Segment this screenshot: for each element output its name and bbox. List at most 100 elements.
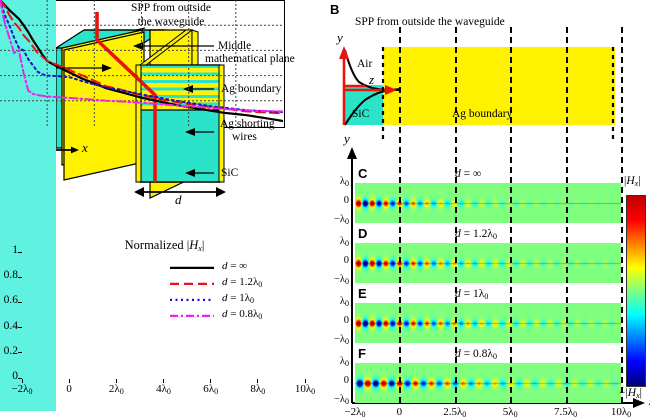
panel-g-legend-item: d = ∞ bbox=[170, 260, 292, 276]
fieldmap-caption-e: d = 1λ0 bbox=[455, 288, 489, 301]
panel-b-label-air: Air bbox=[357, 58, 373, 70]
panel-g-xtick-label: 2λ0 bbox=[108, 383, 124, 396]
fieldmap-ytick-label: 0 bbox=[343, 315, 349, 326]
panel-a-title-line1: SPP from outside bbox=[130, 2, 212, 14]
fieldmap-letter-c: C bbox=[358, 166, 368, 181]
panel-a: A SPP from outside the waveguide bbox=[0, 0, 325, 215]
fieldmaps-xtick-label: 0 bbox=[396, 406, 403, 418]
panel-g-legend-label: d = 1.2λ0 bbox=[222, 276, 263, 289]
fieldmaps-xtick-label: 2.5λ0 bbox=[443, 406, 467, 419]
panel-g-xtick bbox=[163, 379, 164, 383]
panel-b-diagram bbox=[339, 46, 615, 140]
fieldmap-ytick-label: 0 bbox=[343, 195, 349, 206]
fieldmap-caption-c: d = ∞ bbox=[455, 168, 482, 180]
panel-g-xtick bbox=[304, 379, 306, 383]
fieldmap-canvas-d bbox=[355, 243, 621, 283]
panel-g-curves bbox=[0, 0, 283, 126]
panel-g-ytick bbox=[18, 352, 22, 354]
panel-a-label-middle-line2: mathematical plane bbox=[205, 53, 295, 65]
panel-g-xtick bbox=[210, 379, 212, 383]
panel-a-axis-x-label: x bbox=[82, 140, 88, 155]
panel-g-ytick-label: 0.6 bbox=[3, 294, 18, 307]
fieldmaps-xtick-label: 5λ0 bbox=[502, 406, 518, 419]
fieldmaps-xtick-label: −2λ0 bbox=[344, 406, 366, 419]
fieldmaps-container: y z C d = ∞ λ0 0 −λ0 D d = 1.2λ0 λ0 0 −λ0 E d = 1λ… bbox=[325, 27, 650, 419]
panel-g-legend-label: d = 1λ0 bbox=[222, 292, 255, 305]
panel-a-label-middle-line1: Middle bbox=[218, 40, 252, 52]
fieldmaps-y-axis-label: y bbox=[344, 131, 350, 146]
colorbar-bottom-label: −|Hx| bbox=[619, 387, 642, 400]
panel-g-ytick-label: 0.2 bbox=[3, 344, 18, 357]
panel-g-ytick-label: 0.8 bbox=[3, 269, 18, 282]
fieldmap-canvas-f bbox=[355, 363, 621, 403]
panel-g-legend-swatch bbox=[170, 282, 214, 285]
panel-b-title: SPP from outside the waveguide bbox=[355, 16, 505, 28]
panel-g-legend-swatch bbox=[170, 266, 214, 269]
panel-g-ytick-label: 1 bbox=[12, 244, 18, 256]
panel-a-thickness-label: d bbox=[175, 192, 182, 207]
panel-g-ytick bbox=[18, 301, 22, 303]
panel-g-xtick-label: 6λ0 bbox=[203, 383, 219, 396]
fieldmap-ytick-label: λ0 bbox=[339, 296, 349, 308]
panel-a-label-ag-wires-line2: wires bbox=[232, 131, 257, 143]
panel-a-3d-drawing bbox=[21, 12, 226, 199]
fieldmap-letter-f: F bbox=[358, 346, 366, 361]
fieldmap-ytick-label: 0 bbox=[343, 255, 349, 266]
fieldmap-canvas-c bbox=[355, 183, 621, 223]
panel-g-xtick bbox=[68, 379, 70, 383]
panel-b-axis-y-label: y bbox=[337, 30, 343, 45]
panel-a-label-sic: SiC bbox=[221, 167, 239, 179]
fieldmaps-xtick-label: 7.5λ0 bbox=[554, 406, 578, 419]
panel-g-legend-item: d = 1λ0 bbox=[170, 292, 292, 308]
fieldmap-letter-d: D bbox=[358, 226, 368, 241]
panel-g-xtick bbox=[115, 379, 117, 383]
panel-g-xtick-label: 10λ0 bbox=[294, 383, 316, 396]
fieldmap-letter-e: E bbox=[358, 286, 367, 301]
fieldmap-ytick-label: λ0 bbox=[339, 236, 349, 248]
panel-g-legend-box: d = ∞ d = 1.2λ0 d = 1λ0 d = 0.8λ0 bbox=[170, 260, 292, 324]
panel-g-legend-label: d = 0.8λ0 bbox=[222, 308, 263, 321]
fieldmap-ytick-label: λ0 bbox=[339, 356, 349, 368]
fieldmap-caption-d: d = 1.2λ0 bbox=[455, 228, 497, 241]
panel-g-title-text: Normalized |Hx| bbox=[124, 238, 205, 253]
fieldmaps-gridline bbox=[621, 27, 623, 403]
fieldmap-canvas-e bbox=[355, 303, 621, 343]
panel-b-label-sic: SiC bbox=[352, 108, 370, 120]
panel-a-title-line2: the waveguide bbox=[137, 16, 205, 28]
panel-g-ytick bbox=[18, 251, 22, 253]
fieldmaps-gridline bbox=[510, 27, 513, 403]
fieldmap-ytick-label: −λ0 bbox=[333, 274, 349, 286]
fieldmap-ytick-label: −λ0 bbox=[333, 214, 349, 226]
fieldmaps-y-axis bbox=[347, 147, 645, 408]
panel-b-label-ag-boundary: Ag boundary bbox=[452, 108, 513, 120]
fieldmaps-gridline bbox=[399, 27, 402, 403]
fieldmap-ytick-label: −λ0 bbox=[333, 334, 349, 346]
panel-b-letter: B bbox=[330, 2, 340, 17]
fieldmap-caption-f: d = 0.8λ0 bbox=[455, 348, 497, 361]
panel-g-xtick-label: 4λ0 bbox=[156, 383, 171, 396]
panel-b-axis-z-label: z bbox=[369, 72, 375, 87]
panel-g-legend-swatch bbox=[170, 298, 214, 301]
fieldmaps-xtick-label: 10λ0 bbox=[610, 406, 632, 419]
panel-g-ytick-label: 0 bbox=[12, 370, 18, 382]
fieldmaps-gridline bbox=[565, 27, 568, 403]
panel-g-ytick bbox=[18, 276, 22, 278]
panel-a-label-ag-wires-line1: Ag shorting bbox=[220, 118, 275, 130]
panel-g-xtick-label: 0 bbox=[66, 383, 72, 395]
panel-g-ytick-label: 0.4 bbox=[3, 319, 18, 332]
fieldmap-ytick-label: −λ0 bbox=[333, 394, 349, 406]
panel-g-title: Normalized |Hx| bbox=[22, 238, 307, 253]
panel-g-plot-area bbox=[0, 0, 285, 411]
fieldmap-ytick-label: 0 bbox=[343, 375, 349, 386]
colorbar bbox=[626, 195, 646, 387]
panel-g-legend-label: d = ∞ bbox=[222, 260, 248, 272]
panel-g-legend-swatch bbox=[170, 314, 214, 317]
fieldmap-ytick-label: λ0 bbox=[339, 176, 349, 188]
panel-g-legend-item: d = 1.2λ0 bbox=[170, 276, 292, 292]
panel-g-xtick-label: −2λ0 bbox=[11, 383, 33, 396]
colorbar-top-label: |Hx| bbox=[624, 175, 641, 188]
panel-g-legend-item: d = 0.8λ0 bbox=[170, 308, 292, 324]
panel-g-xtick bbox=[257, 379, 259, 383]
panel-g-ytick bbox=[18, 327, 22, 329]
panel-g-xtick-label: 8λ0 bbox=[250, 383, 266, 396]
